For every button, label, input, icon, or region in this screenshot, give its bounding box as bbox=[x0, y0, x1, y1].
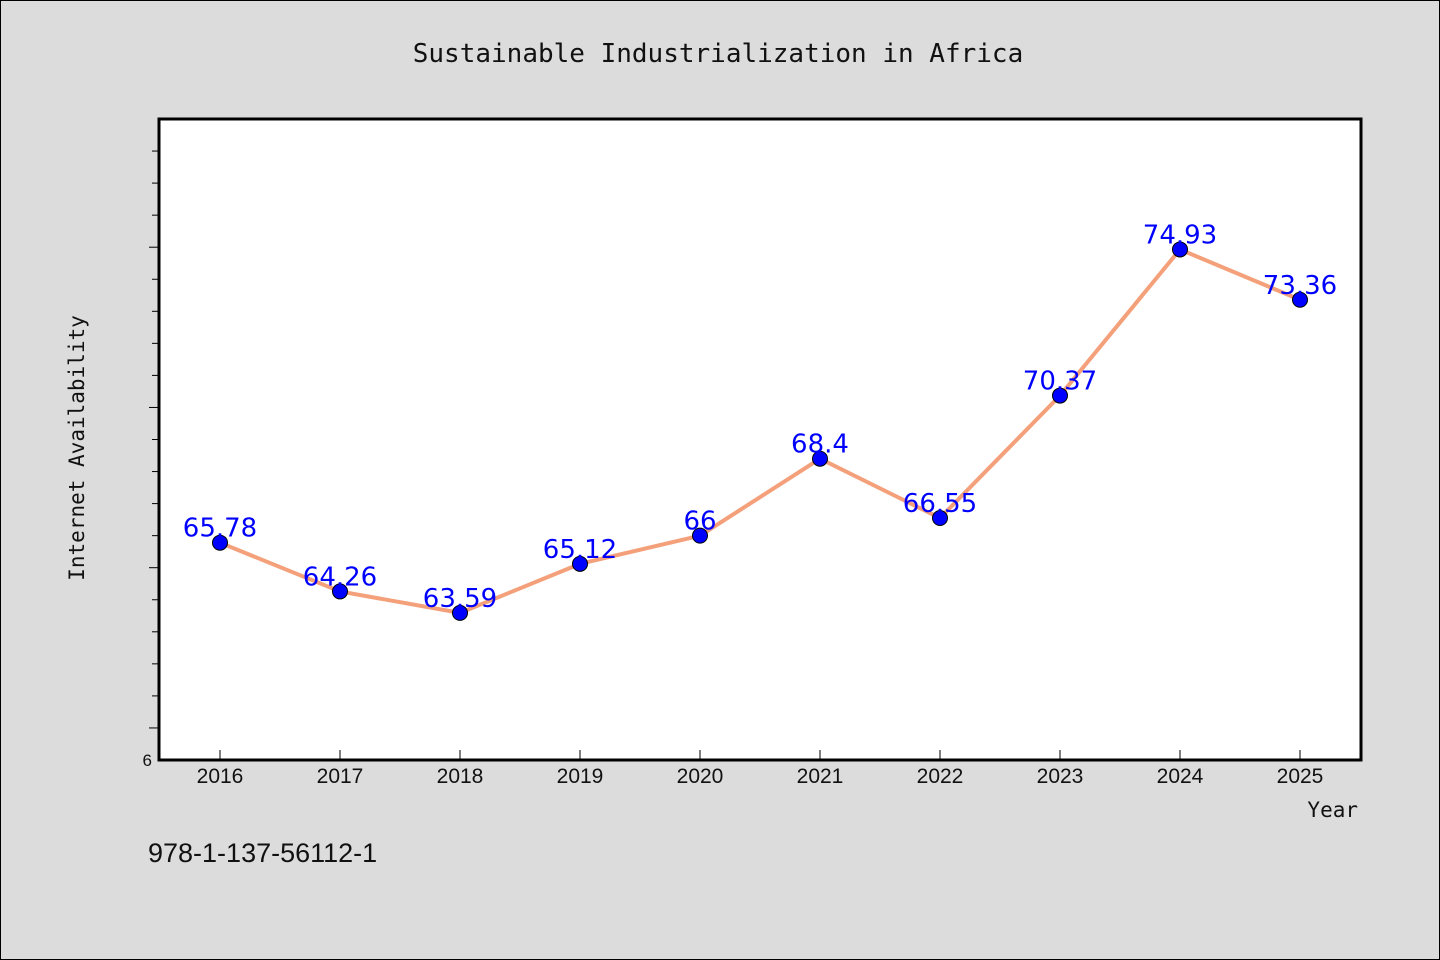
data-point bbox=[1292, 291, 1308, 308]
data-point bbox=[692, 527, 708, 544]
data-point bbox=[1052, 387, 1068, 404]
y-axis-title: Internet Availability bbox=[65, 315, 89, 581]
data-point bbox=[932, 510, 948, 527]
data-label: 66.55 bbox=[903, 489, 977, 519]
y-axis-ticks bbox=[149, 150, 159, 729]
data-label: 65.12 bbox=[543, 535, 617, 565]
x-tick-label: 2021 bbox=[797, 765, 844, 788]
x-tick-label: 2019 bbox=[557, 765, 604, 788]
data-label: 65.78 bbox=[183, 514, 257, 544]
x-axis-title: Year bbox=[1307, 798, 1358, 822]
y-tick-label: 6 bbox=[143, 751, 152, 770]
x-tick-label: 2017 bbox=[317, 765, 364, 788]
plot-area bbox=[157, 117, 1363, 762]
data-point bbox=[1172, 241, 1188, 258]
x-tick-label: 2016 bbox=[197, 765, 244, 788]
x-tick-label: 2023 bbox=[1037, 765, 1084, 788]
data-point bbox=[332, 583, 348, 600]
data-point bbox=[212, 534, 228, 551]
x-tick-label: 2020 bbox=[677, 765, 724, 788]
series-line bbox=[219, 247, 1301, 615]
data-point bbox=[572, 555, 588, 572]
x-tick-label: 2025 bbox=[1277, 765, 1324, 788]
x-tick-label: 2018 bbox=[437, 765, 484, 788]
x-tick-label: 2022 bbox=[917, 765, 964, 788]
series-group: 65.78 64.26 63.59 65.12 66 68.4 66.55 70.37 74.9… bbox=[183, 220, 1337, 621]
data-label: 64.26 bbox=[303, 562, 377, 592]
chart-title: Sustainable Industrialization in Africa bbox=[413, 39, 1023, 69]
x-axis: 2016 2017 2018 2019 2020 2021 2022 2023 2024 2025 bbox=[197, 750, 1324, 788]
data-label: 63.59 bbox=[423, 584, 497, 614]
data-label: 70.37 bbox=[1023, 367, 1097, 397]
x-tick-label: 2024 bbox=[1157, 765, 1204, 788]
data-label: 73.36 bbox=[1263, 271, 1337, 301]
data-point bbox=[452, 604, 468, 621]
data-label: 66 bbox=[683, 507, 716, 537]
footer-isbn: 978-1-137-56112-1 bbox=[148, 838, 377, 868]
data-label: 68.4 bbox=[791, 430, 849, 460]
data-label: 74.93 bbox=[1143, 220, 1217, 250]
data-point bbox=[812, 450, 828, 467]
